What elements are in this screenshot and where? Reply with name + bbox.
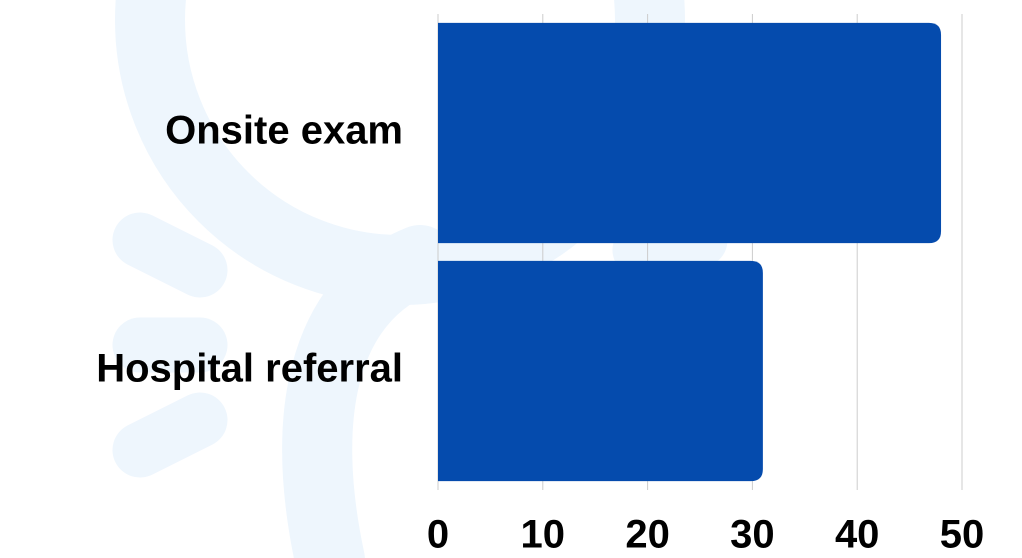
decor-stroke bbox=[112, 212, 228, 298]
decor-stroke bbox=[112, 392, 228, 478]
x-tick-label: 40 bbox=[835, 513, 880, 557]
background-decoration bbox=[112, 0, 728, 558]
x-tick-label: 0 bbox=[427, 513, 449, 557]
bar bbox=[438, 260, 763, 482]
bar bbox=[438, 22, 942, 244]
x-tick-label: 20 bbox=[625, 513, 670, 557]
y-tick-label: Onsite exam bbox=[165, 109, 403, 153]
x-tick-label: 30 bbox=[730, 513, 775, 557]
x-tick-label: 10 bbox=[521, 513, 566, 557]
y-tick-label: Hospital referral bbox=[96, 347, 403, 391]
x-tick-label: 50 bbox=[940, 513, 985, 557]
decor-curve bbox=[282, 225, 455, 558]
